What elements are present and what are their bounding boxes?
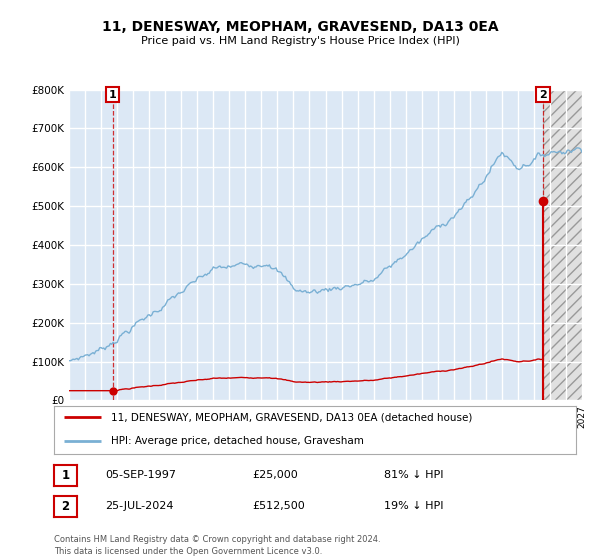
Text: Price paid vs. HM Land Registry's House Price Index (HPI): Price paid vs. HM Land Registry's House …	[140, 36, 460, 46]
Text: 11, DENESWAY, MEOPHAM, GRAVESEND, DA13 0EA: 11, DENESWAY, MEOPHAM, GRAVESEND, DA13 0…	[101, 20, 499, 34]
Text: £25,000: £25,000	[252, 470, 298, 480]
Text: 2: 2	[61, 500, 70, 513]
Text: 2: 2	[539, 90, 547, 100]
Text: £512,500: £512,500	[252, 501, 305, 511]
Bar	[543, 90, 582, 400]
Bar	[543, 90, 582, 400]
Text: 05-SEP-1997: 05-SEP-1997	[105, 470, 176, 480]
Text: 19% ↓ HPI: 19% ↓ HPI	[384, 501, 443, 511]
Text: 81% ↓ HPI: 81% ↓ HPI	[384, 470, 443, 480]
Text: HPI: Average price, detached house, Gravesham: HPI: Average price, detached house, Grav…	[112, 436, 364, 446]
Text: 25-JUL-2024: 25-JUL-2024	[105, 501, 173, 511]
Text: 11, DENESWAY, MEOPHAM, GRAVESEND, DA13 0EA (detached house): 11, DENESWAY, MEOPHAM, GRAVESEND, DA13 0…	[112, 412, 473, 422]
Text: 1: 1	[109, 90, 116, 100]
Text: Contains HM Land Registry data © Crown copyright and database right 2024.
This d: Contains HM Land Registry data © Crown c…	[54, 535, 380, 556]
Text: 1: 1	[61, 469, 70, 482]
